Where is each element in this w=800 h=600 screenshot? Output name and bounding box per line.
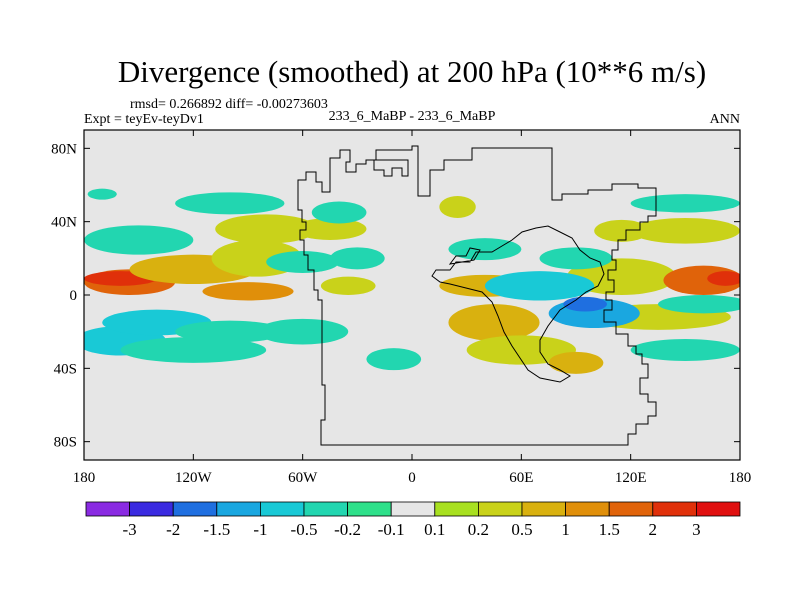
land-mask-outline [297,145,657,446]
colorbar-label-6: -0.1 [378,520,405,539]
y-tick-label-1: 40N [51,215,77,231]
stats-line: rmsd= 0.266892 diff= -0.00273603 [130,97,328,112]
colorbar-label-7: 0.1 [424,520,445,539]
x-tick-label-2: 60W [288,470,318,486]
anomaly-region-37 [366,348,422,371]
colorbar-swatch-3 [216,501,261,517]
anomaly-region-36 [630,339,740,361]
anomaly-region-5 [293,218,367,240]
colorbar-swatch-7 [390,501,436,517]
colorbar-label-4: -0.5 [291,520,318,539]
colorbar-label-10: 1 [561,520,570,539]
colorbar-label-12: 2 [649,520,658,539]
y-tick-label-2: 0 [70,288,78,304]
anomaly-region-7 [320,276,376,296]
colorbar-swatch-1 [129,501,174,517]
colorbar-label-13: 3 [692,520,701,539]
anomaly-region-28 [311,201,367,224]
colorbar-swatch-13 [652,501,697,517]
x-tick-label-0: 180 [73,470,96,486]
x-tick-label-3: 0 [408,470,416,486]
anomaly-region-34 [630,194,740,213]
anomaly-region-33 [539,247,613,270]
colorbar-label-3: -1 [253,520,267,539]
anomaly-region-23 [257,318,349,345]
anomaly-region-11 [548,351,604,374]
anomaly-region-4 [215,214,318,244]
map-background [84,130,740,460]
x-tick-label-6: 180 [729,470,752,486]
anomaly-region-30 [484,271,595,301]
colorbar-label-5: -0.2 [334,520,361,539]
colorbar-swatch-10 [521,501,566,517]
season-label: ANN [710,112,740,127]
y-tick-label-0: 80N [51,141,77,157]
anomaly-region-10 [466,335,576,365]
chart-title: Divergence (smoothed) at 200 hPa (10**6 … [118,54,706,89]
y-axis: 80N 40N 0 40S 80S [51,141,740,451]
colorbar: -3 -2 -1.5 -1 -0.5 -0.2 -0.1 0.1 0.2 0.5 1 1.5 2 3 [85,501,741,539]
x-tick-label-1: 120W [175,470,213,486]
anomaly-region-24 [84,225,194,255]
colorbar-label-8: 0.2 [468,520,489,539]
anomaly-region-25 [175,192,285,215]
colorbar-label-9: 0.5 [511,520,532,539]
colorbar-label-1: -2 [166,520,180,539]
anomaly-region-21 [120,337,267,363]
x-tick-label-5: 120E [615,470,647,486]
colorbar-label-11: 1.5 [599,520,620,539]
colorbar-swatch-2 [172,501,218,517]
colorbar-swatch-4 [259,501,305,517]
anomaly-region-9 [448,304,540,341]
colorbar-label-2: -1.5 [203,520,230,539]
case-label: 233_6_MaBP - 233_6_MaBP [329,109,496,124]
anomaly-region-16 [594,219,649,242]
colorbar-swatch-12 [608,501,654,517]
anomaly-region-38 [87,188,117,200]
colorbar-swatch-6 [347,501,392,517]
anomaly-region-32 [563,296,607,312]
x-tick-label-4: 60E [509,470,533,486]
anomaly-region-27 [330,247,385,270]
colorbar-swatch-8 [434,501,479,517]
anomaly-region-35 [658,295,740,314]
colorbar-swatch-5 [303,501,348,517]
colorbar-label-0: -3 [123,520,137,539]
colorbar-swatch-11 [565,501,610,517]
x-axis: 180 120W 60W 0 60E 120E 180 [73,130,752,486]
experiment-label: Expt = teyEv-teyDv1 [84,112,204,127]
colorbar-swatch-0 [85,501,130,517]
colorbar-swatch-9 [477,501,523,517]
anomaly-region-6 [202,282,294,301]
anomaly-regions [84,188,740,374]
y-tick-label-4: 80S [54,435,77,451]
anomaly-region-14 [707,271,740,286]
anomaly-region-26 [266,251,340,273]
anomaly-region-17 [630,218,740,244]
y-tick-label-3: 40S [54,361,77,377]
colorbar-swatch-14 [696,501,741,517]
anomaly-region-18 [439,196,476,218]
map-plot-area [83,129,741,461]
anomaly-region-22 [175,320,285,343]
